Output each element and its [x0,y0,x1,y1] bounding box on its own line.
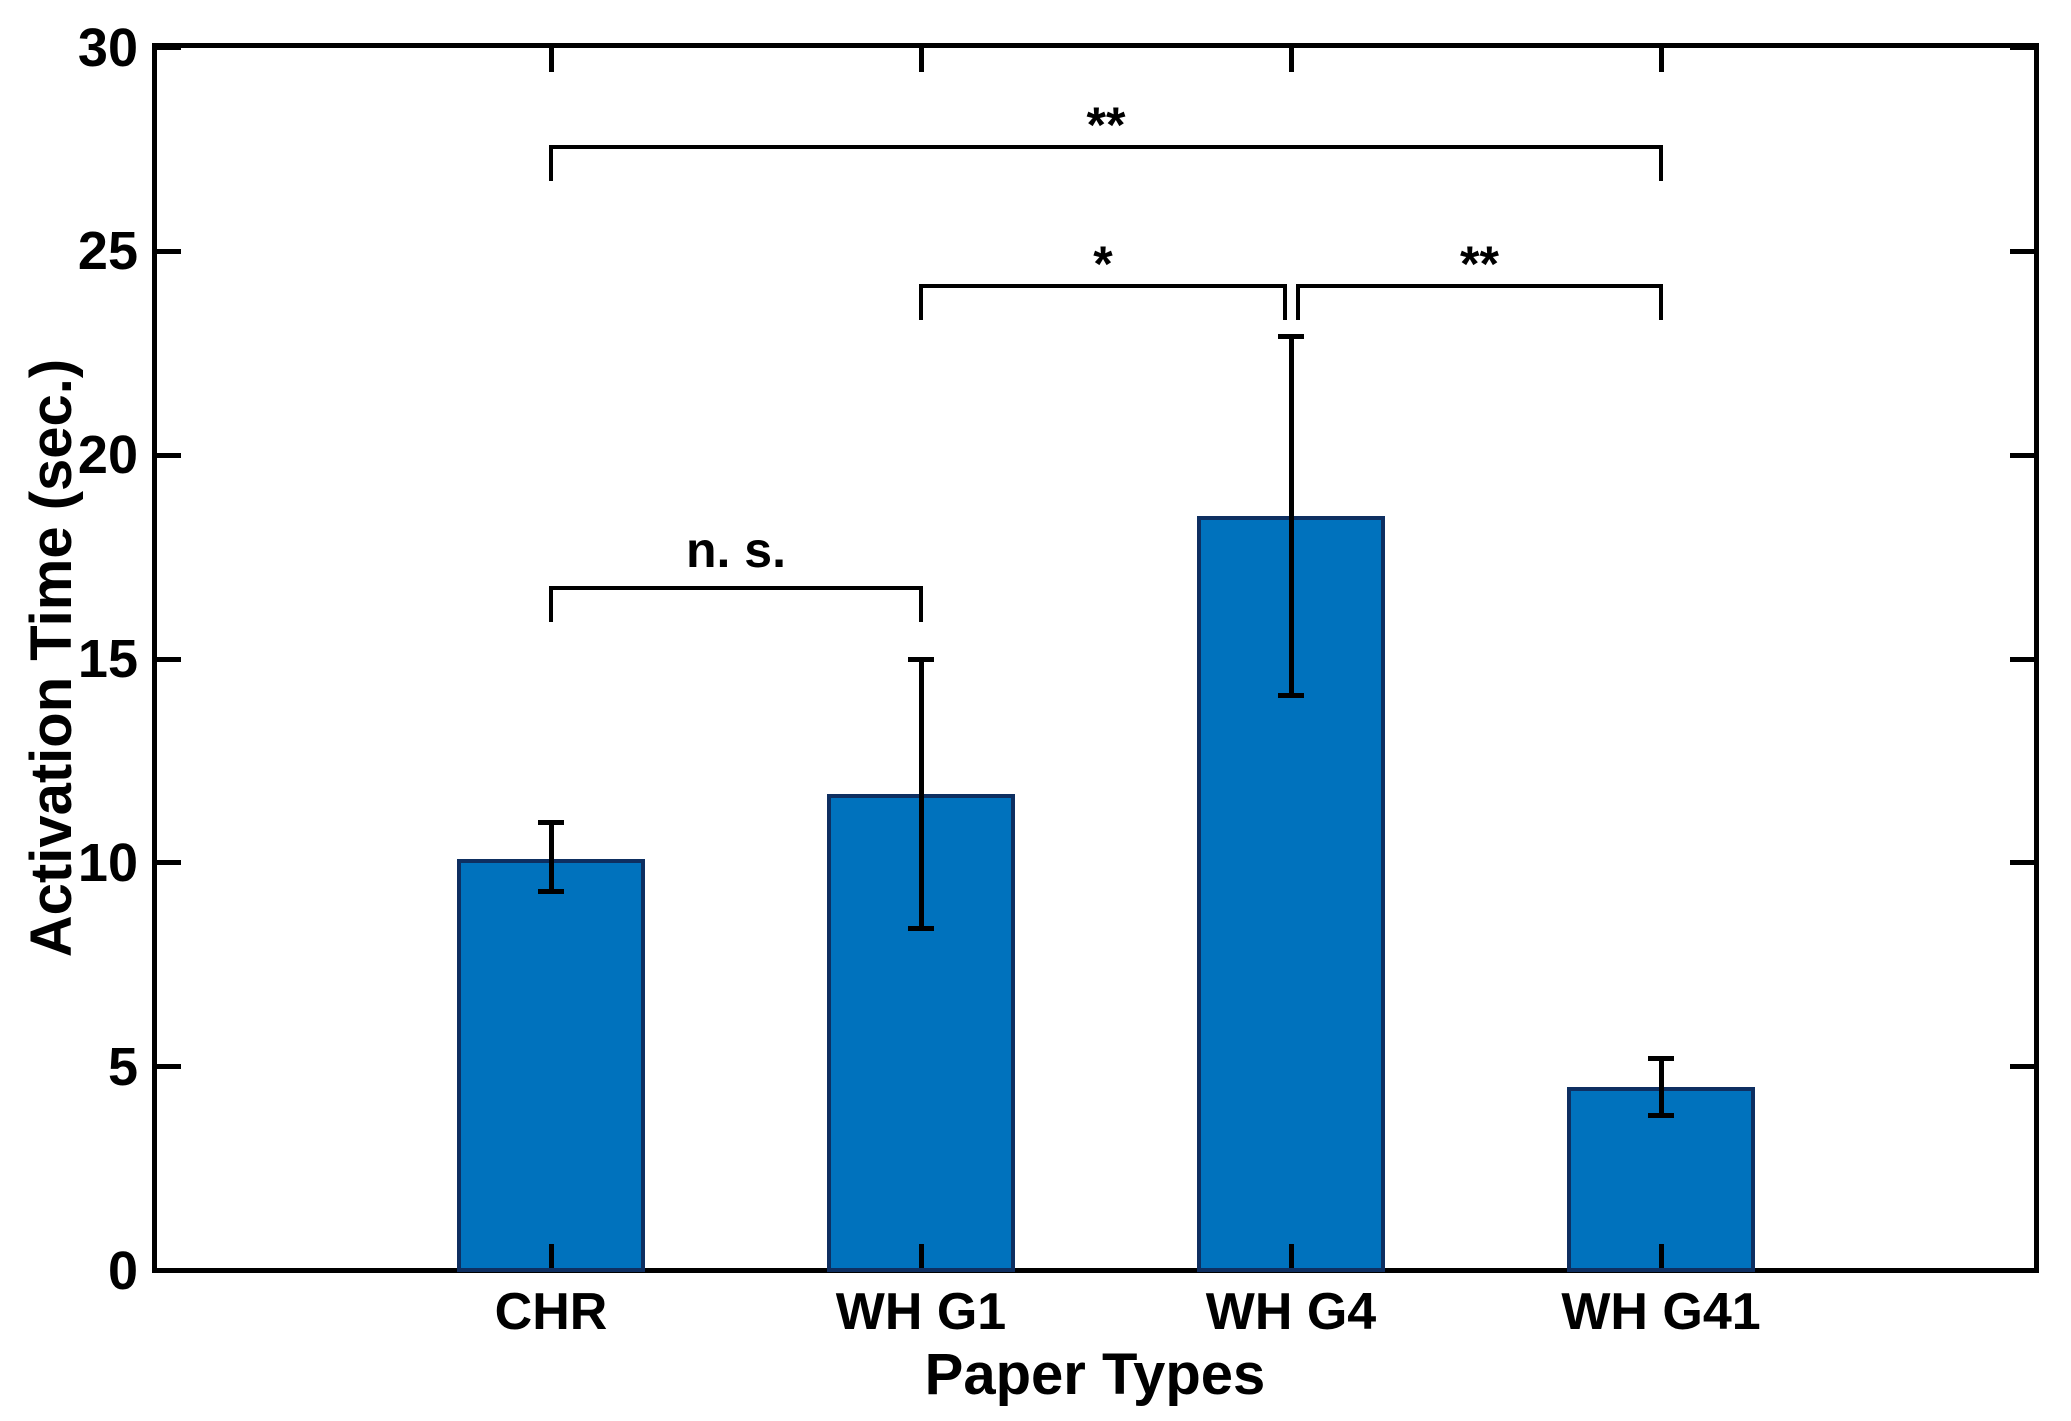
error-bar-stem-wh-g41 [1658,1058,1664,1116]
y-tick-left [156,1268,181,1273]
x-tick-label-wh-g4: WH G4 [1205,1283,1377,1341]
error-bar-cap-top-wh-g41 [1648,1056,1674,1061]
error-bar-cap-bottom-wh-g4 [1278,693,1304,699]
error-bar-cap-top-wh-g4 [1278,334,1304,340]
sig-label-3: ** [1086,97,1126,154]
error-bar-cap-top-chr [538,819,564,825]
x-tick-bottom-chr [548,1244,554,1268]
y-tick-right [2009,1268,2034,1273]
sig-bracket-3-left [549,145,553,182]
sig-label-0: n. s. [685,521,787,578]
x-tick-label-chr: CHR [494,1283,608,1341]
x-tick-top-wh-g4 [1288,47,1294,72]
sig-label-1: * [1093,235,1113,292]
y-tick-label-0: 0 [107,1240,138,1301]
error-bar-cap-bottom-wh-g41 [1648,1113,1674,1119]
sig-bracket-0-left [549,585,553,622]
sig-bracket-2-bar [1296,283,1663,288]
sig-bracket-2-right [1659,283,1663,320]
error-bar-stem-wh-g1 [918,659,924,929]
sig-bracket-1-left [919,283,923,320]
x-tick-top-wh-g41 [1658,47,1664,72]
bar-chr [457,858,645,1273]
y-tick-right [2009,45,2034,50]
x-tick-label-wh-g41: WH G41 [1561,1283,1761,1341]
sig-bracket-1-bar [919,283,1287,288]
y-tick-left [156,248,181,254]
sig-bracket-1-right [1283,283,1287,320]
x-tick-bottom-wh-g41 [1658,1244,1664,1268]
y-tick-label-5: 5 [107,1036,138,1097]
sig-bracket-3-right [1659,145,1663,182]
y-tick-right [2009,248,2034,254]
error-bar-cap-top-wh-g1 [908,656,934,662]
sig-bracket-0-bar [549,585,923,590]
bar-wh-g41 [1567,1087,1755,1273]
sig-bracket-2-left [1296,283,1300,320]
plot-area [151,42,2039,1273]
y-tick-right [2009,656,2034,662]
y-tick-left [156,656,181,662]
error-bar-cap-bottom-wh-g1 [908,925,934,931]
y-tick-label-15: 15 [77,629,138,689]
x-axis-label: Paper Types [924,1342,1266,1407]
y-tick-right [2009,860,2034,866]
y-tick-label-30: 30 [77,17,138,78]
y-tick-right [2009,1064,2034,1070]
sig-bracket-0-right [919,585,923,622]
x-tick-label-wh-g1: WH G1 [835,1283,1007,1341]
x-tick-bottom-wh-g4 [1288,1244,1294,1268]
y-tick-label-10: 10 [77,832,138,893]
error-bar-stem-chr [548,822,554,892]
y-tick-right [2009,452,2034,458]
sig-bracket-3-bar [549,145,1663,150]
y-tick-left [156,860,181,866]
y-tick-label-20: 20 [77,425,138,486]
error-bar-cap-bottom-chr [538,888,564,894]
x-tick-bottom-wh-g1 [918,1244,924,1268]
error-bar-stem-wh-g4 [1288,336,1294,696]
x-tick-top-chr [548,47,554,72]
x-tick-top-wh-g1 [918,47,924,72]
y-tick-left [156,452,181,458]
y-tick-left [156,45,181,50]
y-tick-label-25: 25 [77,221,138,282]
sig-label-2: ** [1460,235,1499,292]
y-tick-left [156,1064,181,1070]
